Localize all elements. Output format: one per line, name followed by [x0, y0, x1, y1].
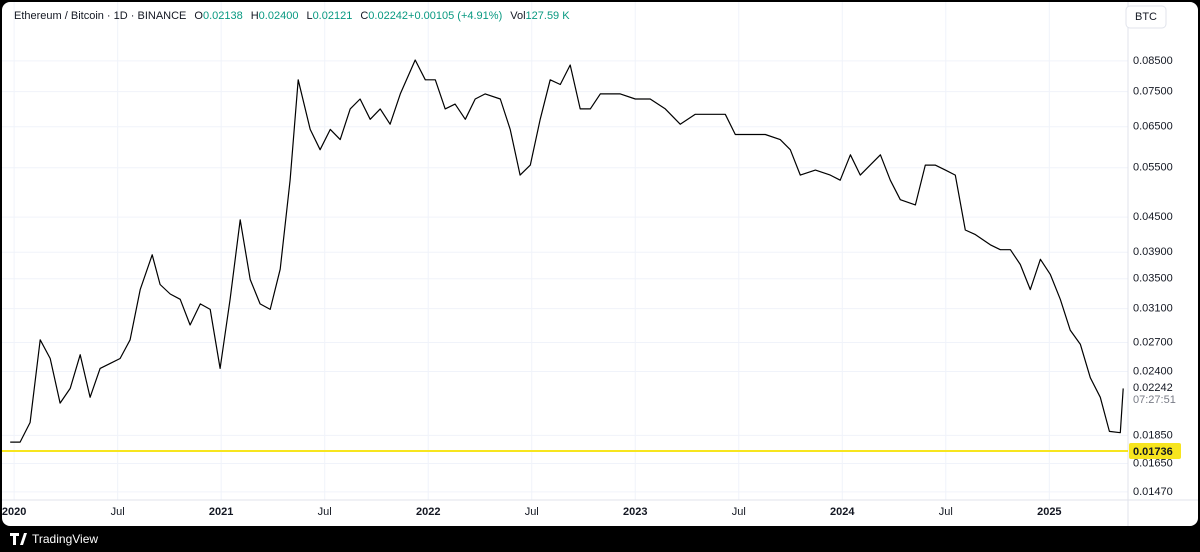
last-price: 0.02242: [1133, 382, 1173, 394]
stat-key: C: [360, 10, 368, 22]
stat-value: 0.02400: [259, 10, 299, 22]
x-tick-label: 2023: [623, 506, 647, 518]
y-tick-label: 0.06500: [1133, 121, 1173, 133]
stat-key: H: [251, 10, 259, 22]
countdown: 07:27:51: [1133, 394, 1176, 406]
x-tick-label: Jul: [525, 506, 539, 518]
x-tick-label: 2024: [830, 506, 855, 518]
brand-name: TradingView: [32, 532, 98, 546]
currency[interactable]: BTC: [1135, 11, 1157, 23]
stat-value: 0.02138: [203, 10, 243, 22]
y-tick-label: 0.01470: [1133, 486, 1173, 498]
brand-logo: [10, 533, 27, 545]
y-tick-label: 0.03900: [1133, 246, 1173, 258]
plot: [2, 2, 1128, 500]
x-tick-label: Jul: [939, 506, 953, 518]
y-tick-label: 0.02700: [1133, 336, 1173, 348]
currency-box[interactable]: [1125, 5, 1167, 29]
stat-value: +0.00105 (+4.91%): [408, 10, 502, 22]
y-tick-label: 0.01650: [1133, 457, 1173, 469]
stat-value: 127.59 K: [526, 10, 571, 22]
chart-panel: [2, 2, 1198, 526]
hline-label-box: [1129, 443, 1181, 460]
price-line: [10, 59, 1124, 443]
legend-header: Ethereum / Bitcoin · 1D · BINANCE O0.0213…: [14, 10, 570, 22]
x-tick-label: 2021: [209, 506, 233, 518]
y-tick-label: 0.03500: [1133, 273, 1173, 285]
x-tick-label: Jul: [732, 506, 746, 518]
x-tick-label: Jul: [111, 506, 125, 518]
brand: TradingView: [10, 532, 98, 546]
hline-label: 0.01736: [1133, 446, 1173, 458]
stat-key: O: [194, 10, 203, 22]
x-tick-label: Jul: [318, 506, 332, 518]
x-tick-label: 2020: [2, 506, 26, 518]
y-tick-label: 0.02400: [1133, 365, 1173, 377]
y-tick-label: 0.05500: [1133, 162, 1173, 174]
x-tick-label: 2025: [1037, 506, 1061, 518]
y-tick-label: 0.07500: [1133, 86, 1173, 98]
stat-key: Vol: [510, 10, 525, 22]
stat-value: 0.02121: [313, 10, 353, 22]
symbol: Ethereum / Bitcoin · 1D · BINANCE: [14, 10, 186, 22]
x-tick-label: 2022: [416, 506, 440, 518]
y-tick-label: 0.03100: [1133, 303, 1173, 315]
stat-value: 0.02242: [368, 10, 408, 22]
y-tick-label: 0.08500: [1133, 55, 1173, 67]
y-tick-label: 0.04500: [1133, 211, 1173, 223]
stat-key: L: [306, 10, 312, 22]
y-tick-label: 0.01850: [1133, 429, 1173, 441]
